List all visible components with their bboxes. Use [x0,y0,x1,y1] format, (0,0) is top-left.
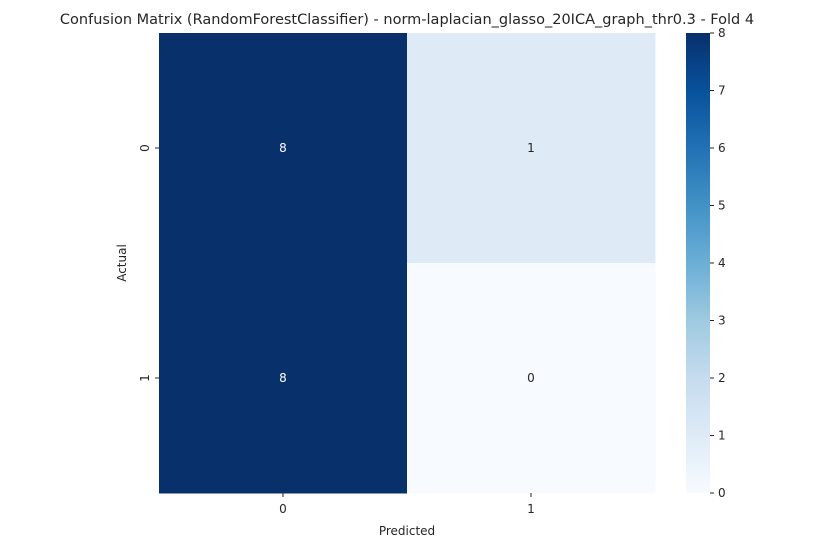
colorbar-tick-label: 8 [718,26,726,40]
heatmap-cell-0-0 [159,33,408,264]
y-tick-label: 0 [138,144,152,152]
cell-annotation-0-0: 8 [279,141,287,155]
colorbar [686,33,710,493]
chart-title: Confusion Matrix (RandomForestClassifier… [60,12,754,28]
heatmap-cells [159,33,656,494]
colorbar-tick-label: 3 [718,314,726,328]
heatmap-cell-0-1 [407,33,656,264]
cell-annotation-1-0: 8 [279,371,287,385]
colorbar-tick-label: 5 [718,199,726,213]
x-axis-label: Predicted [379,524,435,538]
colorbar-ticks: 0 1 2 3 4 5 6 7 8 [710,26,726,500]
heatmap-cell-1-1 [407,263,656,494]
y-tick-label: 1 [138,374,152,382]
colorbar-tick-label: 0 [718,486,726,500]
heatmap-annotations: 8 1 8 0 [279,141,535,385]
colorbar-tick-label: 4 [718,256,726,270]
x-tick-label: 1 [527,502,535,516]
y-axis-label: Actual [115,244,129,282]
colorbar-tick-label: 1 [718,429,726,443]
colorbar-tick-label: 7 [718,84,726,98]
colorbar-tick-label: 2 [718,371,726,385]
x-tick-label: 0 [279,502,287,516]
y-axis: 01 [138,144,159,382]
cell-annotation-1-1: 0 [527,371,535,385]
colorbar-tick-label: 6 [718,141,726,155]
cell-annotation-0-1: 1 [527,141,535,155]
heatmap-cell-1-0 [159,263,408,494]
